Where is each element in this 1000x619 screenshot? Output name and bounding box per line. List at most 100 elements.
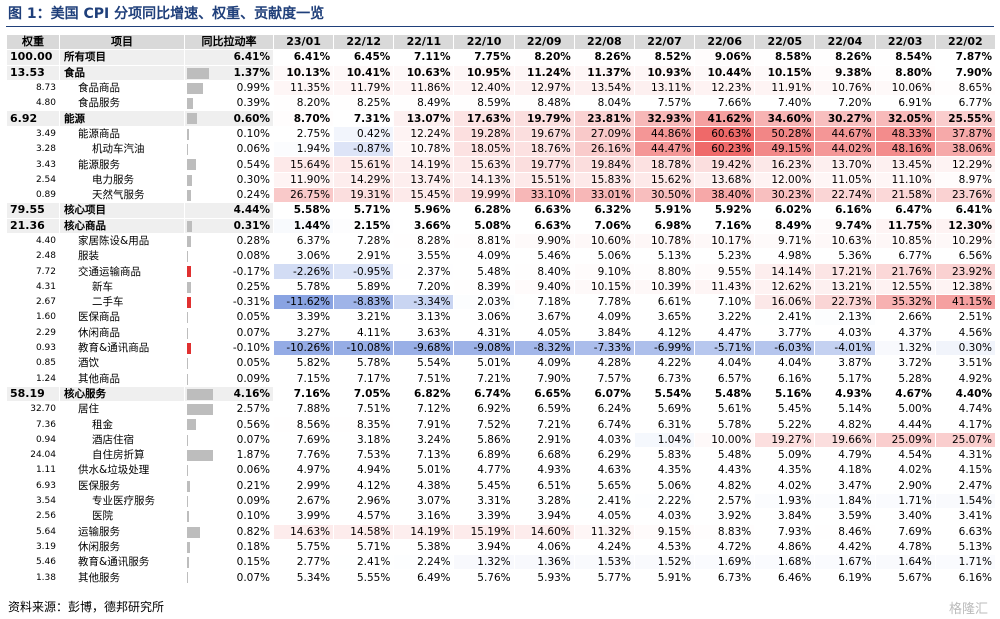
- yoy-value: 2.67%: [272, 492, 335, 510]
- table-row: 3.49 能源商品 0.10% 2.75% 0.42% 12.24% 19.28% 19.67…: [6, 125, 997, 143]
- contribution-bar: [187, 98, 194, 110]
- yoy-value: 8.04%: [573, 95, 635, 112]
- yoy-value: 8.80%: [874, 64, 936, 81]
- yoy-value: 9.74%: [814, 217, 876, 234]
- yoy-value: 5.08%: [453, 217, 515, 234]
- weight: 1.38: [6, 569, 60, 586]
- weight: 3.19: [6, 538, 60, 556]
- yoy-value: 13.11%: [633, 79, 696, 97]
- column-header: 项目: [59, 33, 185, 51]
- yoy-value: 4.53%: [633, 538, 696, 556]
- weight: 2.67: [6, 294, 60, 311]
- yoy-value: 34.60%: [754, 110, 816, 127]
- item: 食品: [59, 64, 185, 81]
- weight: 3.28: [6, 141, 60, 158]
- yoy-value: 5.75%: [272, 538, 335, 556]
- yoy-value: 11.79%: [333, 79, 395, 97]
- yoy-value: 6.32%: [573, 202, 635, 219]
- table-row: 2.54 电力服务 0.30% 11.90% 14.29% 13.74% 14.13% 15.…: [6, 171, 997, 188]
- yoy-value: 6.57%: [694, 370, 756, 387]
- item: 医保服务: [59, 477, 185, 494]
- weight: 0.93: [6, 339, 60, 357]
- column-header: 权重: [6, 33, 60, 51]
- contribution-bar: [187, 480, 191, 492]
- yoy-value: 3.18%: [333, 431, 395, 449]
- yoy-value: 6.63%: [513, 202, 575, 219]
- contribution-bar: [187, 572, 189, 584]
- yoy-value: 6.77%: [874, 248, 936, 265]
- yoy-value: 3.13%: [393, 309, 455, 326]
- yoy-value: 3.99%: [272, 508, 335, 525]
- yoy-value: 1.53%: [573, 554, 635, 571]
- yoy-value: 13.70%: [814, 156, 876, 173]
- yoy-value: 3.39%: [453, 508, 515, 525]
- contribution: 0.82%: [184, 523, 274, 540]
- yoy-value: 19.66%: [814, 431, 876, 449]
- yoy-value: 5.28%: [874, 370, 936, 387]
- weight: 13.53: [6, 64, 60, 81]
- yoy-value: 17.21%: [814, 263, 876, 280]
- item: 食品商品: [59, 79, 185, 97]
- yoy-value: 1.32%: [453, 554, 515, 571]
- yoy-value: 19.84%: [573, 156, 635, 173]
- column-header: 22/06: [694, 33, 756, 51]
- yoy-value: 5.91%: [633, 569, 696, 586]
- yoy-value: 5.45%: [754, 401, 816, 418]
- yoy-value: 12.97%: [513, 79, 575, 97]
- contribution-bar: [187, 220, 192, 232]
- contribution-bar: [187, 189, 191, 201]
- yoy-value: 4.78%: [874, 538, 936, 556]
- table-row: 13.53 食品 1.37% 10.13% 10.41% 10.63% 10.95% 11.2…: [6, 64, 997, 81]
- yoy-value: -2.26%: [272, 263, 335, 280]
- yoy-value: 18.76%: [513, 141, 575, 158]
- yoy-value: 2.51%: [934, 309, 997, 326]
- yoy-value: 5.13%: [633, 248, 696, 265]
- weight: 0.89: [6, 186, 60, 204]
- yoy-value: 2.75%: [272, 125, 335, 143]
- yoy-value: 25.09%: [874, 431, 936, 449]
- yoy-value: 9.15%: [633, 523, 696, 540]
- yoy-value: 12.55%: [874, 278, 936, 296]
- yoy-value: 5.78%: [694, 416, 756, 433]
- yoy-value: 6.47%: [874, 202, 936, 219]
- yoy-value: 8.80%: [633, 263, 696, 280]
- item: 服装: [59, 248, 185, 265]
- column-header: 22/03: [874, 33, 936, 51]
- yoy-value: 12.30%: [934, 217, 997, 234]
- yoy-value: 10.17%: [694, 232, 756, 250]
- contribution: 0.31%: [184, 217, 274, 234]
- yoy-value: 4.92%: [934, 370, 997, 387]
- yoy-value: 33.10%: [513, 186, 575, 204]
- contribution: 0.56%: [184, 416, 274, 433]
- yoy-value: 7.21%: [453, 370, 515, 387]
- yoy-value: 1.68%: [754, 554, 816, 571]
- contribution-bar: [187, 128, 189, 140]
- yoy-value: 4.82%: [814, 416, 876, 433]
- yoy-value: 8.58%: [754, 49, 816, 66]
- yoy-value: 7.21%: [513, 416, 575, 433]
- yoy-value: 7.52%: [453, 416, 515, 433]
- yoy-value: 6.63%: [513, 217, 575, 234]
- yoy-value: 9.90%: [513, 232, 575, 250]
- weight: 1.60: [6, 309, 60, 326]
- yoy-value: 5.01%: [393, 462, 455, 479]
- table-row: 3.43 能源服务 0.54% 15.64% 15.61% 14.19% 15.63% 19.…: [6, 156, 997, 173]
- yoy-value: 8.59%: [453, 95, 515, 112]
- yoy-value: 12.00%: [754, 171, 816, 188]
- yoy-value: 44.47%: [633, 141, 696, 158]
- yoy-value: 4.40%: [934, 385, 997, 403]
- yoy-value: 13.45%: [874, 156, 936, 173]
- yoy-value: 19.28%: [453, 125, 515, 143]
- yoy-value: 4.44%: [874, 416, 936, 433]
- yoy-value: 4.37%: [874, 324, 936, 341]
- yoy-value: 2.41%: [754, 309, 816, 326]
- yoy-value: 26.75%: [272, 186, 335, 204]
- weight: 5.64: [6, 523, 60, 540]
- yoy-value: 4.11%: [333, 324, 395, 341]
- yoy-value: 8.26%: [573, 49, 635, 66]
- contribution: 2.57%: [184, 401, 274, 418]
- contribution: 0.30%: [184, 171, 274, 188]
- yoy-value: 4.67%: [874, 385, 936, 403]
- yoy-value: 7.90%: [513, 370, 575, 387]
